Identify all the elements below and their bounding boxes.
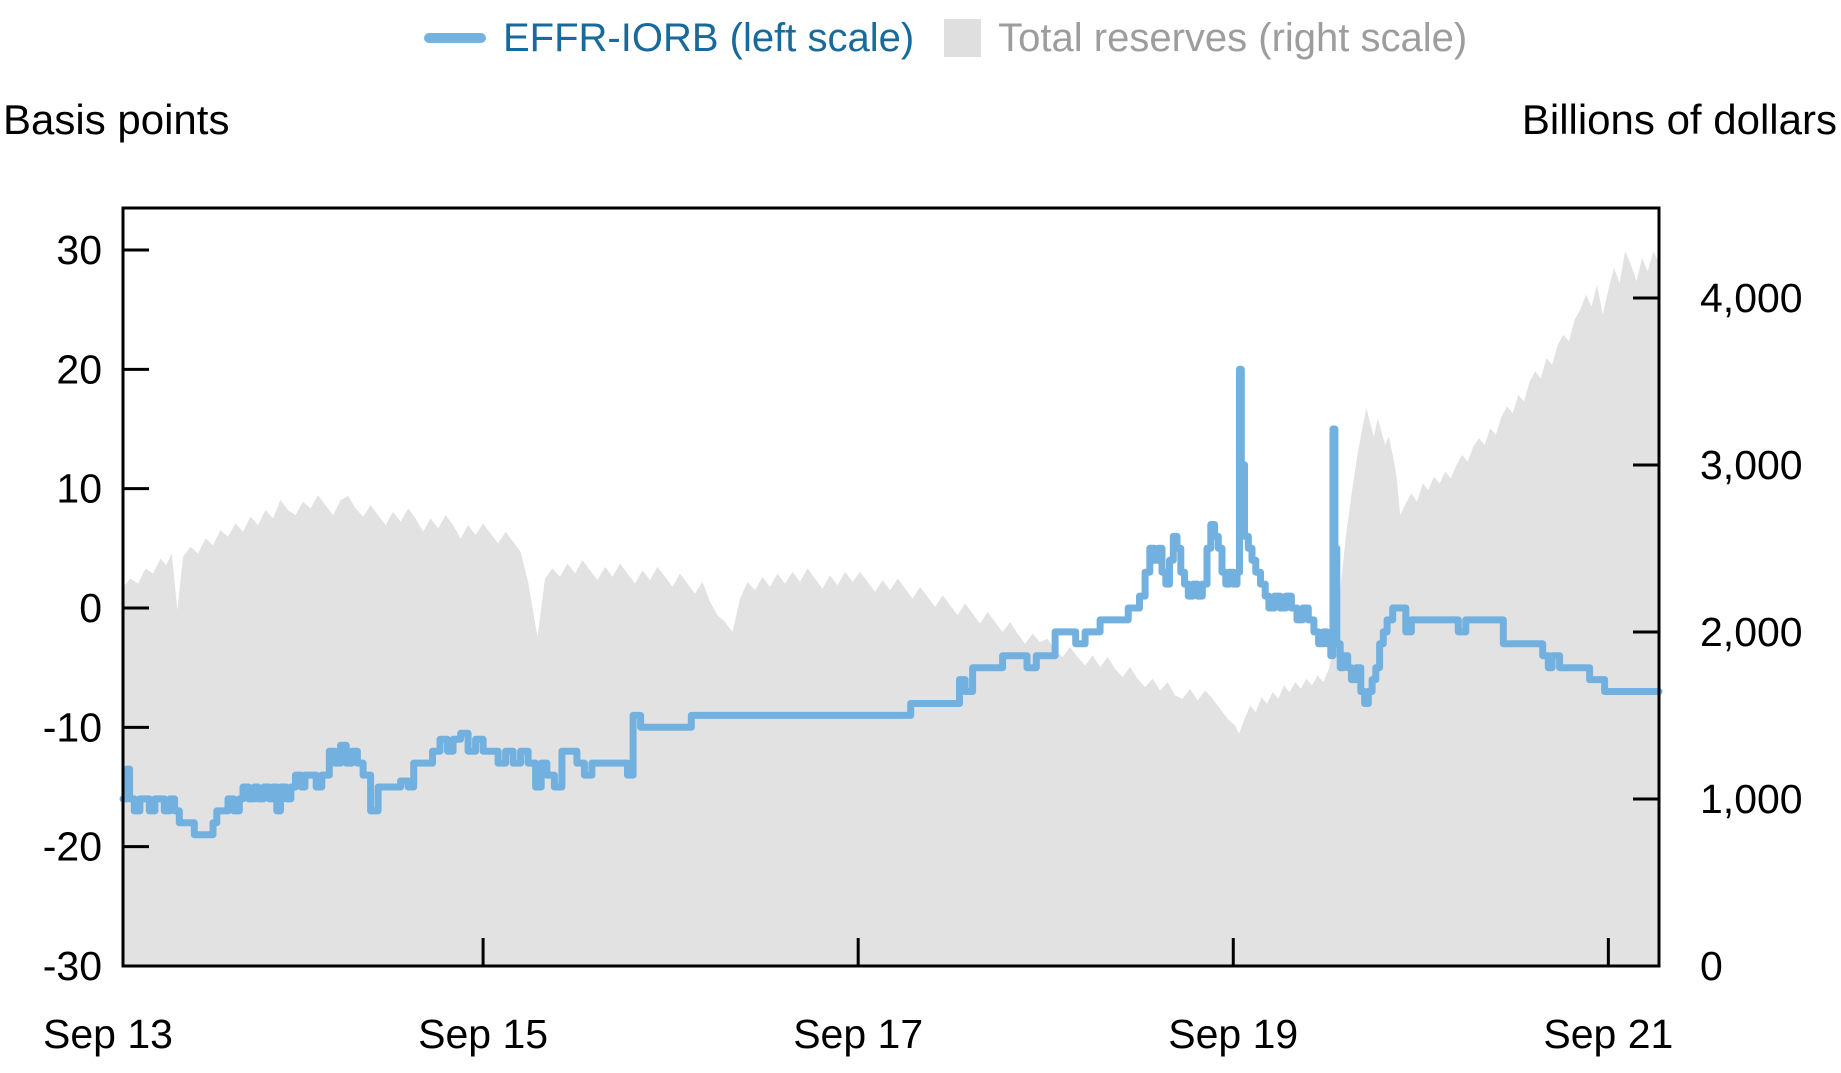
right-axis-tick-label: 1,000: [1700, 776, 1803, 822]
left-axis-tick-label: 0: [79, 585, 102, 631]
right-axis-tick-label: 4,000: [1700, 275, 1803, 321]
right-axis-tick-label: 3,000: [1700, 442, 1803, 488]
left-axis-tick-label: 10: [56, 466, 102, 512]
total-reserves-area-swatch-icon: [944, 19, 982, 57]
x-axis-tick-label: Sep 13: [43, 1011, 173, 1057]
x-axis-tick-label: Sep 15: [418, 1011, 548, 1057]
left-axis-tick-label: 30: [56, 227, 102, 273]
right-axis-tick-label: 0: [1700, 943, 1723, 989]
legend: EFFR-IORB (left scale) Total reserves (r…: [424, 14, 1467, 62]
effr-iorb-line-swatch-icon: [424, 33, 486, 43]
effr-iorb-line: [119, 365, 1663, 839]
x-axis-tick-label: Sep 17: [793, 1011, 923, 1057]
total-reserves-area: [123, 251, 1659, 966]
legend-item-effr-iorb: EFFR-IORB (left scale): [424, 14, 914, 62]
legend-label-effr-iorb: EFFR-IORB (left scale): [503, 16, 915, 60]
left-axis-title: Basis points: [3, 96, 230, 143]
left-axis-tick-label: 20: [56, 346, 102, 392]
x-axis-tick-label: Sep 21: [1543, 1011, 1673, 1057]
right-axis-tick-label: 2,000: [1700, 609, 1803, 655]
right-axis-title: Billions of dollars: [1521, 96, 1837, 143]
left-axis-tick-label: -30: [43, 943, 102, 989]
legend-label-total-reserves: Total reserves (right scale): [998, 16, 1468, 60]
legend-item-total-reserves: Total reserves (right scale): [944, 14, 1467, 62]
left-axis-tick-label: -20: [43, 824, 102, 870]
plot-frame: [121, 206, 1661, 968]
x-axis-tick-label: Sep 19: [1168, 1011, 1298, 1057]
left-axis-tick-label: -10: [43, 704, 102, 750]
